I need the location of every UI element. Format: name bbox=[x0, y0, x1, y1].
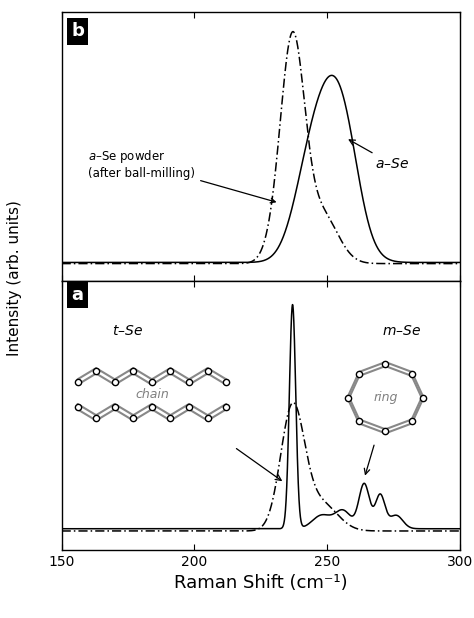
Text: ring: ring bbox=[373, 391, 398, 404]
Text: a: a bbox=[72, 286, 83, 303]
Text: b: b bbox=[71, 22, 84, 40]
Text: $a$–Se powder
(after ball-milling): $a$–Se powder (after ball-milling) bbox=[88, 148, 275, 203]
Text: chain: chain bbox=[135, 388, 169, 401]
Text: $a$–Se: $a$–Se bbox=[349, 140, 409, 171]
Text: $t$–Se: $t$–Se bbox=[112, 324, 144, 338]
Text: Intensity (arb. units): Intensity (arb. units) bbox=[7, 200, 22, 356]
X-axis label: Raman Shift (cm⁻¹): Raman Shift (cm⁻¹) bbox=[174, 575, 347, 593]
Text: $m$–Se: $m$–Se bbox=[382, 324, 421, 338]
